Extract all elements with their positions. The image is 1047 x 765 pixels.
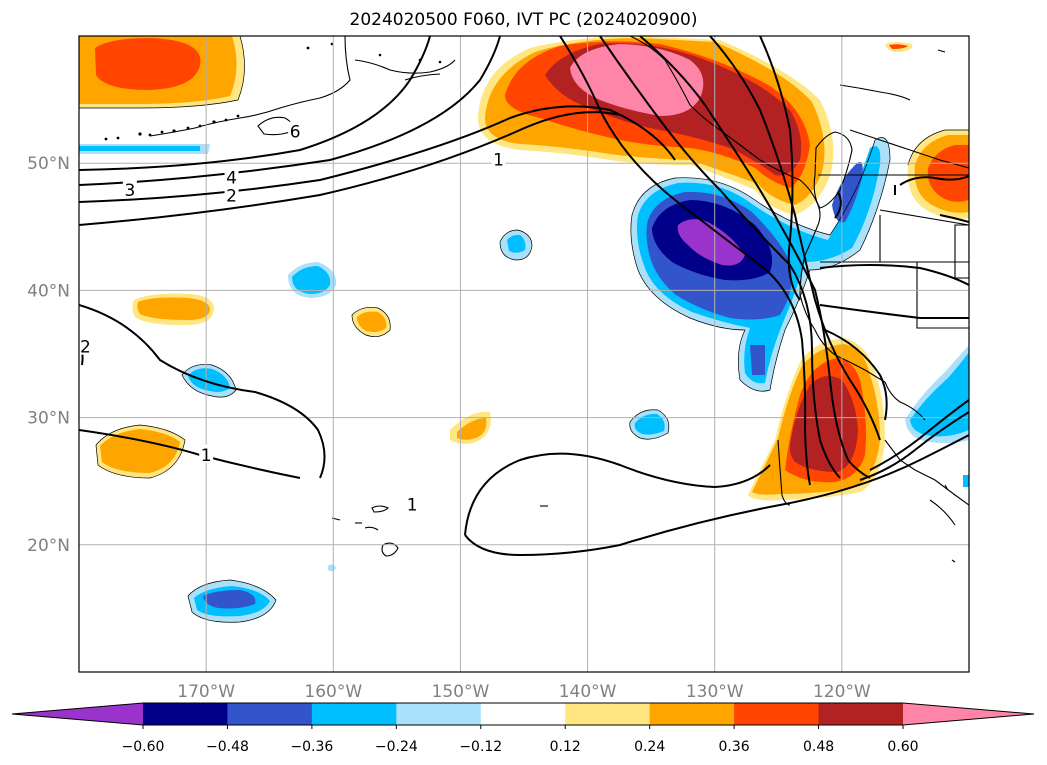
colorbar-tick-label: 0.12 <box>550 739 581 755</box>
colorbar-segment <box>734 703 820 725</box>
contour-label: 1 <box>407 495 418 515</box>
lon-tick-label: 170°W <box>177 682 235 702</box>
colorbar-tick-label: −0.60 <box>122 739 165 755</box>
contour-label: 3 <box>124 181 135 201</box>
lat-tick-label: 20°N <box>27 536 70 556</box>
anomaly-negative-strip <box>79 144 210 154</box>
contour-label: 4 <box>226 168 237 188</box>
lon-tick-label: 130°W <box>686 682 744 702</box>
colorbar-segment <box>818 703 904 725</box>
contour-label-bg <box>199 444 214 463</box>
anomaly-positive-nw <box>79 36 245 108</box>
contour-label-bg <box>79 336 93 355</box>
contour-label-bg <box>224 185 239 204</box>
colorbar-tick-label: 0.60 <box>887 739 918 755</box>
contour-label-bg <box>405 494 420 513</box>
colorbar-tick-label: 0.24 <box>634 739 665 755</box>
anomaly-small-features <box>96 230 669 623</box>
contour-label-bg <box>122 180 137 199</box>
colorbar-segment <box>311 703 397 725</box>
colorbar-segment <box>480 703 566 725</box>
contour-label: 2 <box>226 186 237 206</box>
colorbar-segment <box>143 703 228 725</box>
map-content: 6 4 3 2 1 1 1 2 <box>79 36 969 672</box>
map-title: 2024020500 F060, IVT PC (2024020900) <box>349 10 698 30</box>
colorbar: −0.60 −0.48 −0.36 −0.24 −0.12 0.12 0.24 0.36 0.4… <box>11 702 1035 755</box>
contour-label: 2 <box>80 338 91 358</box>
anomaly-negative-southeast <box>905 345 969 487</box>
lon-tick-label: 140°W <box>559 682 617 702</box>
longitude-labels: 170°W 160°W 150°W 140°W 130°W 120°W <box>177 682 871 702</box>
colorbar-tick-label: −0.24 <box>375 739 418 755</box>
lat-tick-label: 30°N <box>27 409 70 429</box>
colorbar-extend-min <box>12 703 143 725</box>
contour-labels: 6 4 3 2 1 1 1 2 <box>79 121 506 515</box>
colorbar-tick-label: −0.48 <box>206 739 249 755</box>
contour-label: 6 <box>290 123 301 143</box>
colorbar-tick-label: −0.36 <box>290 739 333 755</box>
lat-tick-label: 40°N <box>27 281 70 301</box>
contour-lines <box>79 36 969 557</box>
map-frame <box>78 35 970 673</box>
lon-tick-label: 160°W <box>304 682 362 702</box>
lon-tick-label: 120°W <box>813 682 871 702</box>
colorbar-segment <box>565 703 651 725</box>
contour-label-bg <box>491 149 506 168</box>
latitude-labels: 20°N 30°N 40°N 50°N <box>27 154 70 556</box>
colorbar-segment <box>396 703 482 725</box>
gridlines <box>79 36 969 672</box>
colorbar-segment <box>227 703 313 725</box>
colorbar-tick-label: 0.36 <box>719 739 750 755</box>
contour-label: 1 <box>201 446 212 466</box>
contour-label-bg <box>288 121 303 140</box>
colorbar-segment <box>649 703 735 725</box>
lon-tick-label: 150°W <box>432 682 490 702</box>
colorbar-extend-max <box>903 703 1034 725</box>
colorbar-tick-label: −0.12 <box>459 739 502 755</box>
contour-label: 1 <box>493 151 504 171</box>
contour-label-bg <box>224 167 239 186</box>
colorbar-tick-label: 0.48 <box>803 739 834 755</box>
lat-tick-label: 50°N <box>27 154 70 174</box>
